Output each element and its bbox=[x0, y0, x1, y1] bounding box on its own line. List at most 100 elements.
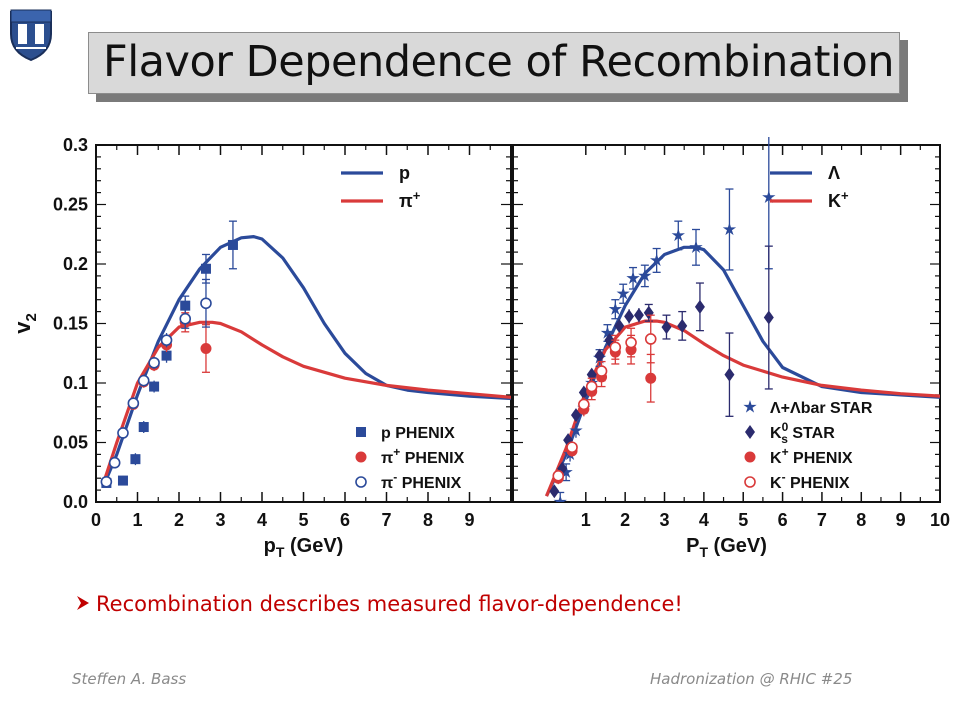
arrow-bullet-icon bbox=[76, 592, 90, 616]
data-point bbox=[160, 334, 173, 346]
data-point bbox=[117, 427, 129, 439]
series-4 bbox=[552, 314, 657, 482]
data-point bbox=[644, 333, 657, 345]
data-point bbox=[553, 495, 567, 502]
legend-marker bbox=[356, 427, 366, 437]
legend-curve-label: K+ bbox=[828, 188, 849, 211]
legend-marker bbox=[744, 476, 756, 488]
data-point bbox=[643, 305, 654, 320]
data-point bbox=[549, 484, 560, 499]
title-box: Flavor Dependence of Recombination bbox=[88, 32, 900, 94]
legend-series-label: Λ+Λbar STAR bbox=[770, 400, 873, 417]
data-point bbox=[594, 348, 605, 363]
curve-meson bbox=[545, 319, 940, 497]
data-point bbox=[566, 441, 578, 454]
x-tick-label: 6 bbox=[778, 510, 788, 530]
legend-marker bbox=[743, 400, 757, 413]
curve-baryon bbox=[102, 235, 511, 485]
data-point bbox=[570, 408, 581, 423]
data-point bbox=[626, 271, 640, 284]
data-point bbox=[578, 385, 589, 400]
x-tick-label: 4 bbox=[699, 510, 709, 530]
footer-author: Steffen A. Bass bbox=[72, 670, 187, 688]
data-point bbox=[200, 297, 212, 310]
x-tick-label: 7 bbox=[817, 510, 827, 530]
page-title: Flavor Dependence of Recombination bbox=[103, 37, 895, 87]
x-tick-label: 9 bbox=[896, 510, 906, 530]
x-tick-label: 1 bbox=[581, 510, 591, 530]
y-tick-label: 0.0 bbox=[63, 492, 88, 512]
bullet-point: Recombination describes measured flavor-… bbox=[76, 592, 683, 616]
data-point bbox=[180, 300, 191, 311]
data-point bbox=[671, 228, 685, 242]
data-point bbox=[559, 465, 573, 478]
data-point bbox=[108, 456, 121, 469]
data-point bbox=[649, 253, 664, 267]
plot-area bbox=[545, 137, 940, 502]
data-point bbox=[625, 336, 637, 349]
data-point bbox=[149, 381, 160, 392]
x-tick-label: 5 bbox=[738, 510, 748, 530]
data-point bbox=[200, 263, 211, 274]
data-point bbox=[762, 190, 776, 204]
x-axis-label: PT (GeV) bbox=[686, 535, 767, 560]
y-tick-label: 0.2 bbox=[63, 254, 88, 274]
series-3 bbox=[552, 334, 657, 485]
legend-curve-label: π+ bbox=[399, 188, 421, 211]
data-point bbox=[137, 374, 150, 387]
legend-series-label: π- PHENIX bbox=[381, 470, 462, 492]
data-point bbox=[585, 380, 598, 393]
x-tick-label: 8 bbox=[423, 510, 433, 530]
data-point bbox=[724, 367, 735, 382]
series-1 bbox=[101, 220, 238, 488]
data-point bbox=[595, 365, 608, 377]
data-point bbox=[130, 454, 141, 465]
data-point bbox=[645, 372, 657, 384]
data-point bbox=[569, 423, 583, 437]
university-shield-icon bbox=[6, 4, 56, 62]
x-tick-label: 3 bbox=[660, 510, 670, 530]
data-point bbox=[722, 222, 737, 236]
data-point bbox=[161, 350, 172, 361]
data-point bbox=[227, 239, 238, 250]
x-tick-label: 4 bbox=[257, 510, 267, 530]
data-point bbox=[609, 341, 622, 354]
legend-marker bbox=[745, 425, 755, 439]
data-point bbox=[608, 302, 622, 315]
x-axis-label: pT (GeV) bbox=[264, 535, 344, 560]
legend-marker bbox=[355, 451, 367, 463]
series-3 bbox=[100, 278, 212, 488]
y-axis-label: v2 bbox=[10, 313, 40, 334]
legend-series-label: K- PHENIX bbox=[770, 470, 850, 492]
v2-chart-figure: pT (GeV) v2 p π+ p PHENIX π+ PHENIX π- PHENIX 0… bbox=[10, 135, 950, 560]
bullet-text: Recombination describes measured flavor-… bbox=[96, 592, 683, 616]
data-point bbox=[148, 356, 160, 369]
data-point bbox=[614, 318, 625, 333]
y-tick-label: 0.05 bbox=[53, 433, 88, 453]
data-point bbox=[661, 320, 672, 335]
legend-curve-label: p bbox=[399, 163, 410, 183]
data-point bbox=[100, 475, 113, 488]
data-point bbox=[552, 470, 565, 482]
y-tick-label: 0.15 bbox=[53, 314, 88, 334]
plot-frame bbox=[95, 144, 512, 503]
data-point bbox=[200, 342, 212, 354]
data-point bbox=[638, 268, 652, 282]
data-point bbox=[117, 475, 128, 486]
data-point bbox=[616, 286, 630, 300]
x-tick-label: 3 bbox=[215, 510, 225, 530]
data-point bbox=[578, 398, 590, 411]
legend-marker bbox=[744, 451, 756, 463]
footer-talk: Hadronization @ RHIC #25 bbox=[650, 670, 853, 688]
plot-area bbox=[100, 220, 511, 488]
x-tick-label: 2 bbox=[620, 510, 630, 530]
y-tick-label: 0.1 bbox=[63, 373, 88, 393]
x-tick-label: 1 bbox=[132, 510, 142, 530]
x-tick-label: 5 bbox=[298, 510, 308, 530]
y-tick-label: 0.3 bbox=[63, 135, 88, 155]
x-tick-label: 8 bbox=[856, 510, 866, 530]
legend-series-label: K+ PHENIX bbox=[770, 445, 853, 467]
x-tick-label: 10 bbox=[930, 510, 950, 530]
data-point bbox=[624, 309, 635, 324]
